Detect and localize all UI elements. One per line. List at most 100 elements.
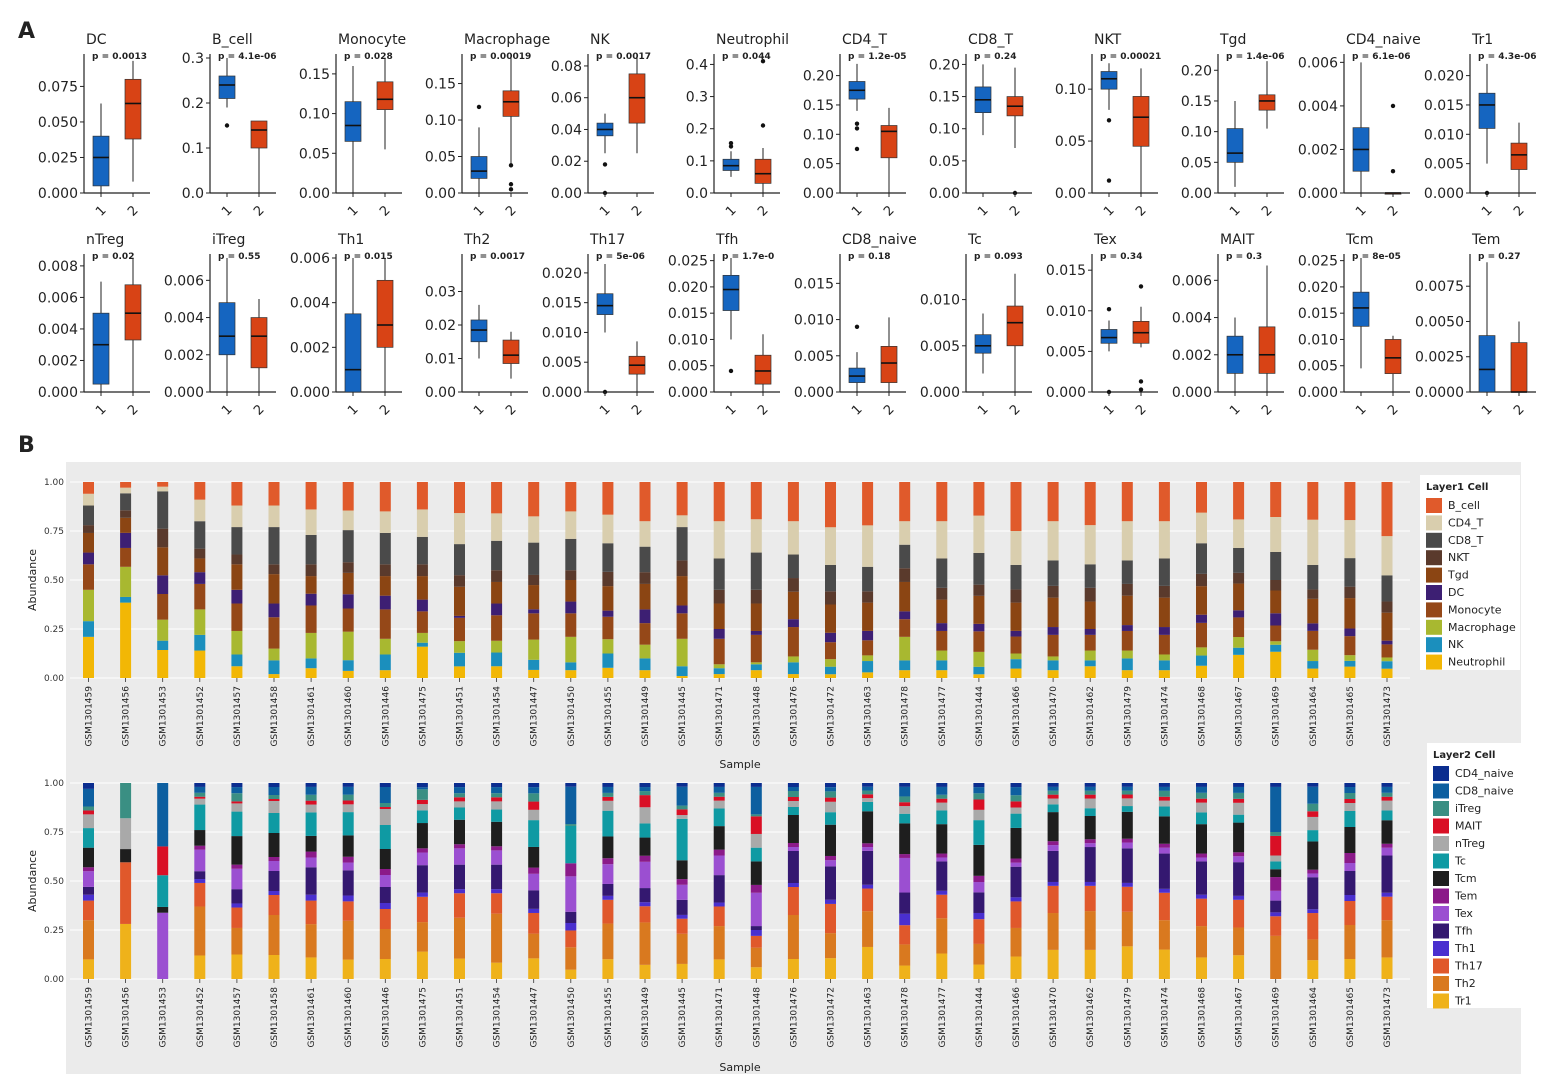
bar-segment-tc	[973, 820, 985, 845]
bar-segment-tex	[491, 850, 503, 865]
y-tick-label: 0.05	[929, 154, 960, 170]
bar-segment-itreg	[379, 803, 391, 807]
x-tick-label: GSM1301452	[196, 686, 206, 747]
y-tick-label: 0.15	[1181, 94, 1212, 110]
bar-segment-tex	[750, 892, 762, 927]
bar-segment-cd8_t	[416, 536, 428, 565]
bar-segment-dc	[1307, 623, 1319, 631]
bar-segment-neutrophil	[305, 668, 317, 678]
x-tick-label: GSM1301478	[901, 987, 911, 1048]
box-group-1	[1478, 335, 1496, 393]
y-tick-label: 0.15	[299, 67, 330, 83]
bar-segment-th2	[194, 906, 206, 956]
box-group-1	[92, 135, 110, 187]
bar-segment-macrophage	[676, 638, 688, 667]
bar-segment-tgd	[713, 603, 725, 629]
bar-segment-dc	[899, 611, 911, 620]
bar-segment-th17	[491, 893, 503, 914]
bar-segment-macrophage	[305, 632, 317, 659]
bar-segment-cd8_naive	[268, 787, 280, 795]
bar-segment-tcm	[379, 849, 391, 869]
bar-segment-tfh	[1270, 900, 1282, 913]
bar-segment-b_cell	[416, 482, 428, 510]
y-tick-label: 0.1	[182, 141, 204, 157]
box-group-1	[344, 101, 362, 142]
bar-segment-cd8_t	[120, 493, 132, 511]
y-tick-label: 0.015	[542, 296, 582, 312]
bar-segment-mait	[639, 795, 651, 808]
x-tick-label: GSM1301461	[307, 686, 317, 747]
bar-segment-neutrophil	[1010, 668, 1022, 678]
bar-segment-cd8_naive	[231, 787, 243, 794]
bar-segment-tc	[1381, 810, 1393, 821]
bar-segment-tfh	[1010, 866, 1022, 898]
legend-label-cd4_naive: CD4_naive	[1455, 767, 1514, 780]
legend-swatch-nk	[1426, 637, 1442, 653]
bar-segment-nkt	[1047, 585, 1059, 598]
x-tick-label: GSM1301454	[493, 686, 503, 747]
bar-segment-th1	[528, 908, 540, 913]
bar-segment-tex	[1307, 873, 1319, 878]
bar-segment-neutrophil	[973, 674, 985, 678]
x-tick-label: GSM1301472	[827, 686, 837, 747]
bar-segment-tcm	[83, 847, 94, 868]
bar-segment-cd8_t	[528, 542, 540, 575]
bar-segment-tex	[602, 864, 614, 884]
bar-segment-tem	[676, 879, 688, 885]
boxplot-title: CD4_naive	[1346, 32, 1421, 48]
legend-swatch-tfh	[1433, 923, 1449, 939]
bar-segment-mait	[713, 796, 725, 801]
bar-segment-tfh	[491, 864, 503, 890]
bar-segment-ntreg	[231, 803, 243, 812]
y-tick-label: 0.0	[686, 186, 708, 202]
bar-segment-b_cell	[120, 482, 132, 488]
bar-segment-tex	[1196, 857, 1207, 862]
bar-segment-ntreg	[676, 815, 688, 819]
bar-segment-cd4_t	[1381, 536, 1393, 576]
y-tick-label: 0.000	[38, 186, 78, 202]
bar-segment-cd4_naive	[639, 783, 651, 788]
bar-segment-mait	[1121, 794, 1133, 799]
bar-segment-th1	[676, 914, 688, 919]
bar-segment-tem	[565, 863, 577, 877]
bar-segment-neutrophil	[1047, 670, 1059, 678]
bar-segment-neutrophil	[1233, 654, 1245, 678]
bar-segment-tgd	[639, 583, 651, 610]
bar-segment-macrophage	[416, 632, 428, 643]
boxplot-p-value: p = 4.1e-06	[218, 52, 277, 62]
box-group-1	[1226, 128, 1244, 163]
bar-segment-mait	[1158, 796, 1170, 801]
bar-segment-cd8_naive	[1270, 786, 1282, 832]
box-group-2	[1510, 342, 1528, 393]
boxplot-title: Tgd	[1219, 32, 1246, 48]
x-tick-label: GSM1301469	[1272, 987, 1282, 1048]
bar-segment-cd8_naive	[825, 787, 836, 792]
bar-segment-cd4_naive	[305, 783, 317, 787]
x-tick-label: GSM1301473	[1383, 686, 1393, 747]
bar-segment-b_cell	[1010, 482, 1022, 531]
bar-segment-nk	[1233, 647, 1245, 655]
bar-segment-tc	[268, 813, 280, 833]
boxplot-title: iTreg	[212, 232, 245, 248]
bar-segment-cd4_t	[416, 509, 428, 537]
bar-segment-dc	[305, 593, 317, 606]
y-tick-label: 0.15	[803, 98, 834, 114]
boxplot-title: Th1	[337, 232, 364, 248]
bar-segment-th1	[1344, 895, 1356, 901]
legend-label-th1: Th1	[1454, 942, 1476, 955]
y-tick-label: 0.015	[1046, 263, 1086, 279]
bar-segment-cd8_t	[231, 527, 243, 555]
y-tick-label: 0.005	[1298, 359, 1338, 375]
bar-segment-tfh	[825, 866, 836, 900]
bar-segment-itreg	[194, 792, 206, 797]
x-axis-title: Sample	[719, 1061, 760, 1074]
bar-segment-tex	[565, 876, 577, 912]
box-group-2	[376, 279, 394, 348]
bar-segment-th2	[602, 923, 614, 960]
outlier-point	[854, 121, 860, 126]
box-group-1	[470, 319, 488, 343]
bar-segment-tr1	[83, 959, 94, 979]
bar-segment-ntreg	[1344, 803, 1356, 811]
